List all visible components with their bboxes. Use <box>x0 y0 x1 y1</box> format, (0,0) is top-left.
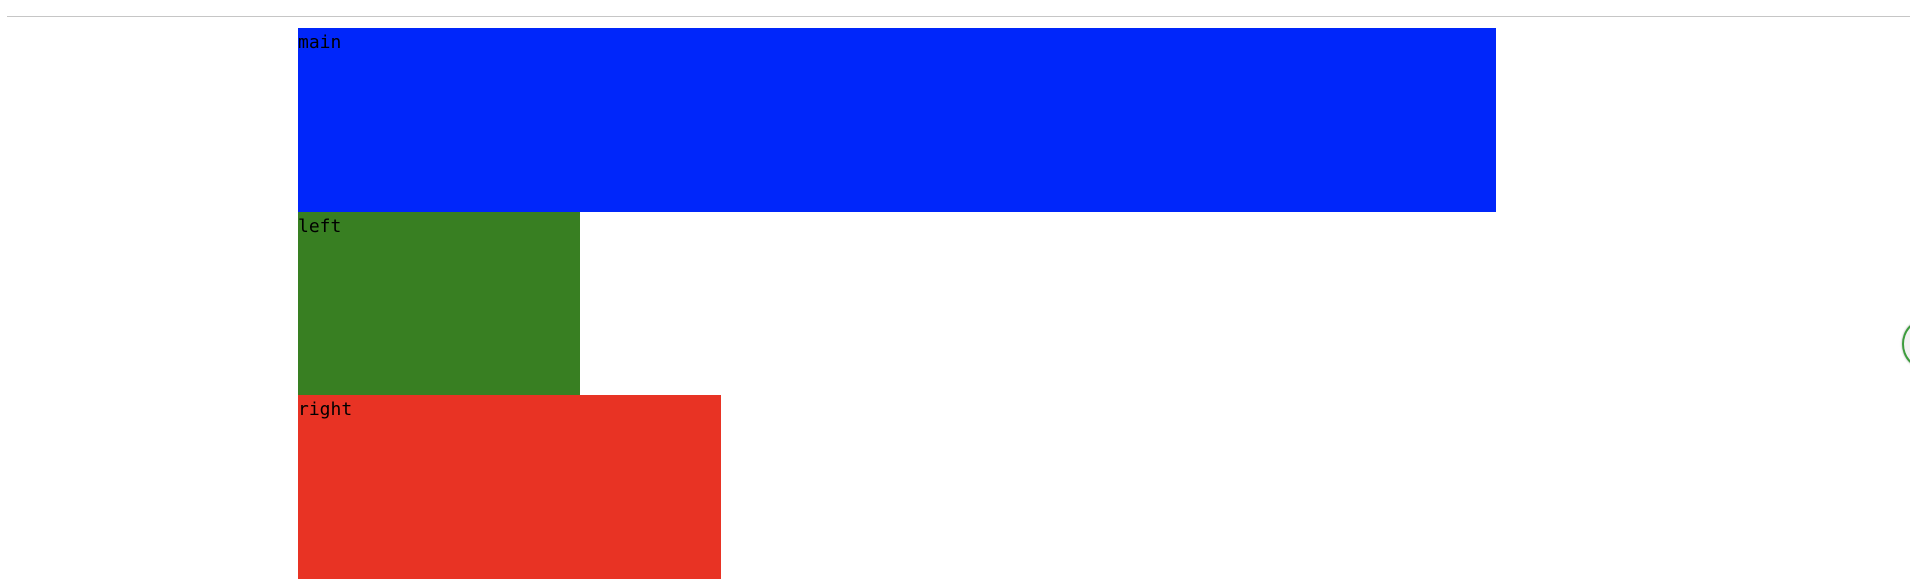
floating-circle-icon[interactable] <box>1902 320 1910 368</box>
left-box-label: left <box>298 216 342 237</box>
main-box: main <box>298 28 1496 212</box>
main-box-label: main <box>298 32 342 53</box>
top-divider <box>7 16 1910 17</box>
right-box-label: right <box>298 399 353 420</box>
left-box: left <box>298 212 580 395</box>
right-box: right <box>298 395 721 579</box>
